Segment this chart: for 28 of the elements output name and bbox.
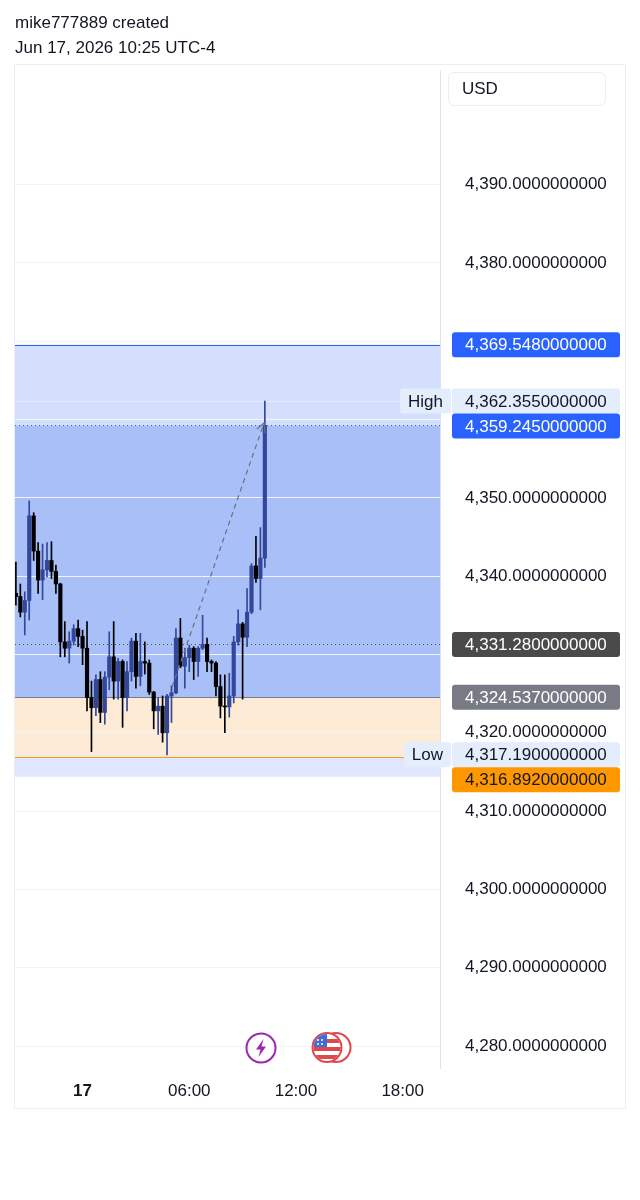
y-tick-label: 4,310.0000000000 <box>465 800 607 820</box>
y-tick-label: 4,320.0000000000 <box>465 722 607 742</box>
chart-subtitle: Jun 17, 2026 10:25 UTC-4 <box>15 38 216 58</box>
ref-line-label: 4,316.8920000000 <box>465 770 607 790</box>
y-tick-label: 4,350.0000000000 <box>465 487 607 507</box>
candlestick <box>156 697 161 735</box>
candlestick <box>67 631 72 664</box>
ref-line-label: 4,359.2450000000 <box>465 416 607 436</box>
y-tick-label: 4,380.0000000000 <box>465 252 607 272</box>
y-tick-label: 4,300.0000000000 <box>465 879 607 899</box>
annotation: Low <box>411 745 444 765</box>
y-tick-label: 4,290.0000000000 <box>465 957 607 977</box>
candlestick <box>62 621 67 658</box>
x-tick-label: 18:00 <box>381 1080 424 1100</box>
y-tick-label: 4,340.0000000000 <box>465 565 607 585</box>
ref-line-label: 4,369.5480000000 <box>465 335 607 355</box>
ref-line-label: 4,331.2800000000 <box>465 635 607 655</box>
x-tick-label: 06:00 <box>167 1080 211 1100</box>
ref-line-label: 4,324.5370000000 <box>465 687 607 707</box>
annotation: High <box>408 391 444 411</box>
x-tick-label: 17 <box>73 1080 93 1100</box>
x-tick-label: 12:00 <box>274 1080 318 1100</box>
y-tick-label: 4,390.0000000000 <box>465 174 607 194</box>
chart-title: mike777889 created <box>15 13 170 33</box>
y-axis-title: USD <box>448 72 606 106</box>
ref-line-label: 4,362.3550000000 <box>465 391 607 411</box>
ref-line-label: 4,317.1900000000 <box>465 745 607 765</box>
y-tick-label: 4,280.0000000000 <box>465 1035 607 1055</box>
